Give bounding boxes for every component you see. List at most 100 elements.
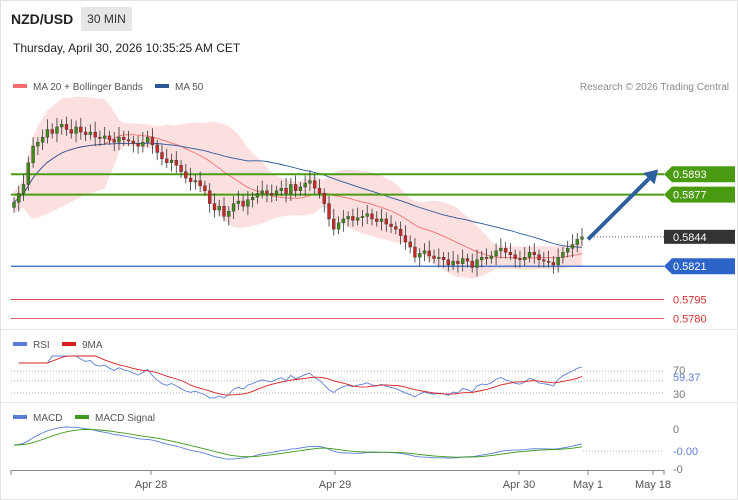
x-tick-label: Apr 30 — [503, 479, 535, 491]
forecast-arrow — [586, 169, 659, 241]
candle-bullish — [336, 222, 341, 230]
resistance-tag — [664, 186, 735, 203]
rsi-line — [18, 355, 583, 399]
candle-bearish — [513, 254, 517, 259]
datetime-label: Thursday, April 30, 2026 10:35:25 AM CET — [13, 41, 241, 55]
candle-bearish — [332, 218, 336, 230]
candle-bearish — [403, 235, 408, 243]
bollinger-bands — [14, 96, 582, 279]
candle-bearish — [441, 257, 446, 261]
bollinger-band-fill — [14, 96, 582, 279]
candle-bearish — [136, 143, 140, 147]
candle-bearish — [484, 257, 489, 259]
ma50-line — [13, 142, 583, 248]
candle-bullish — [74, 126, 78, 134]
candle-bullish — [303, 182, 307, 188]
candle-bearish — [532, 251, 536, 255]
x-axis-ticks: Apr 28 Apr 29 Apr 30 May 1 May 18 — [10, 470, 671, 491]
candle-bearish — [327, 203, 331, 220]
ma50-legend-label: MA 50 — [175, 82, 204, 93]
candle-bullish — [17, 193, 21, 203]
candle-bullish — [246, 199, 250, 207]
candle-bearish — [322, 193, 326, 204]
candle-bearish — [370, 213, 374, 220]
ma20-legend-swatch — [13, 84, 27, 88]
candle-bullish — [217, 205, 221, 211]
candle-bearish — [98, 136, 102, 139]
candle-bearish — [184, 171, 188, 179]
candle-bullish — [355, 217, 360, 221]
ma50-legend-swatch — [155, 84, 169, 88]
candle-bearish — [432, 255, 436, 259]
pivot-tag — [664, 258, 735, 275]
candle-bullish — [523, 257, 527, 261]
candle-bullish — [341, 218, 346, 223]
candle-bearish — [155, 144, 159, 153]
candle-bearish — [427, 250, 431, 257]
candle-bearish — [165, 158, 169, 163]
candle-bullish — [289, 184, 293, 194]
x-tick-label: Apr 28 — [135, 479, 167, 491]
candle-bullish — [422, 250, 427, 254]
macd-tick-0: 0 — [673, 424, 679, 436]
candle-bullish — [556, 257, 560, 266]
candle-bullish — [231, 203, 236, 212]
forecast-arrow-shaft — [586, 177, 651, 241]
candle-bullish — [480, 257, 484, 261]
candle-bullish — [527, 251, 532, 258]
candle-bullish — [169, 159, 174, 163]
candle-bearish — [131, 140, 136, 144]
macd-signal-legend-label: MACD Signal — [95, 413, 155, 424]
candle-bullish — [460, 258, 465, 264]
candle-bearish — [198, 180, 202, 186]
candle-bearish — [265, 190, 269, 194]
rsi-tick-70: 70 — [673, 365, 685, 377]
candle-bearish — [188, 177, 193, 183]
candle-bullish — [193, 180, 198, 183]
candle-bearish — [542, 259, 546, 262]
candle-bearish — [122, 136, 126, 140]
candle-bearish — [503, 248, 508, 253]
rsi-ma-line — [18, 355, 583, 396]
current-price-label: 0.5844 — [673, 232, 707, 244]
x-tick-label: May 18 — [635, 479, 671, 491]
candle-bullish — [12, 202, 16, 208]
macd-lines — [13, 426, 583, 460]
candle-bearish — [79, 126, 83, 133]
ma20-legend-label: MA 20 + Bollinger Bands — [33, 82, 143, 93]
price-levels — [11, 173, 664, 320]
support-label: 0.5795 — [673, 294, 707, 306]
candle-bearish — [150, 136, 155, 146]
macd-signal-legend-swatch — [75, 415, 89, 419]
candle-bullish — [255, 193, 260, 198]
candle-bearish — [293, 184, 298, 192]
candle-bullish — [40, 136, 45, 143]
candle-bullish — [45, 129, 50, 138]
candle-bullish — [103, 135, 107, 139]
candle-bearish — [64, 124, 69, 130]
candle-bullish — [566, 248, 570, 253]
candle-bullish — [489, 255, 493, 259]
timeframe-button[interactable]: 30 MIN — [81, 7, 132, 31]
ma20-line — [13, 134, 583, 259]
current-price-tag — [664, 229, 735, 244]
candle-bearish — [93, 131, 97, 138]
candle-bullish — [570, 244, 575, 249]
resistance-label: 0.5877 — [673, 190, 707, 202]
candle-bearish — [313, 180, 317, 189]
candle-bullish — [260, 190, 264, 194]
candle-bearish — [107, 135, 112, 140]
candle-bearish — [160, 152, 164, 160]
candle-bearish — [398, 228, 403, 236]
candle-bullish — [236, 200, 241, 204]
candle-bearish — [270, 193, 274, 195]
moving-averages — [13, 134, 583, 259]
rsi-tick-30: 30 — [673, 389, 685, 401]
candle-bearish — [284, 188, 288, 194]
candle-bearish — [408, 241, 412, 248]
candle-bearish — [50, 129, 54, 134]
candle-bullish — [274, 190, 279, 195]
candle-bullish — [494, 250, 498, 257]
candle-bearish — [375, 218, 379, 222]
credit-label: Research © 2026 Trading Central — [580, 82, 729, 93]
